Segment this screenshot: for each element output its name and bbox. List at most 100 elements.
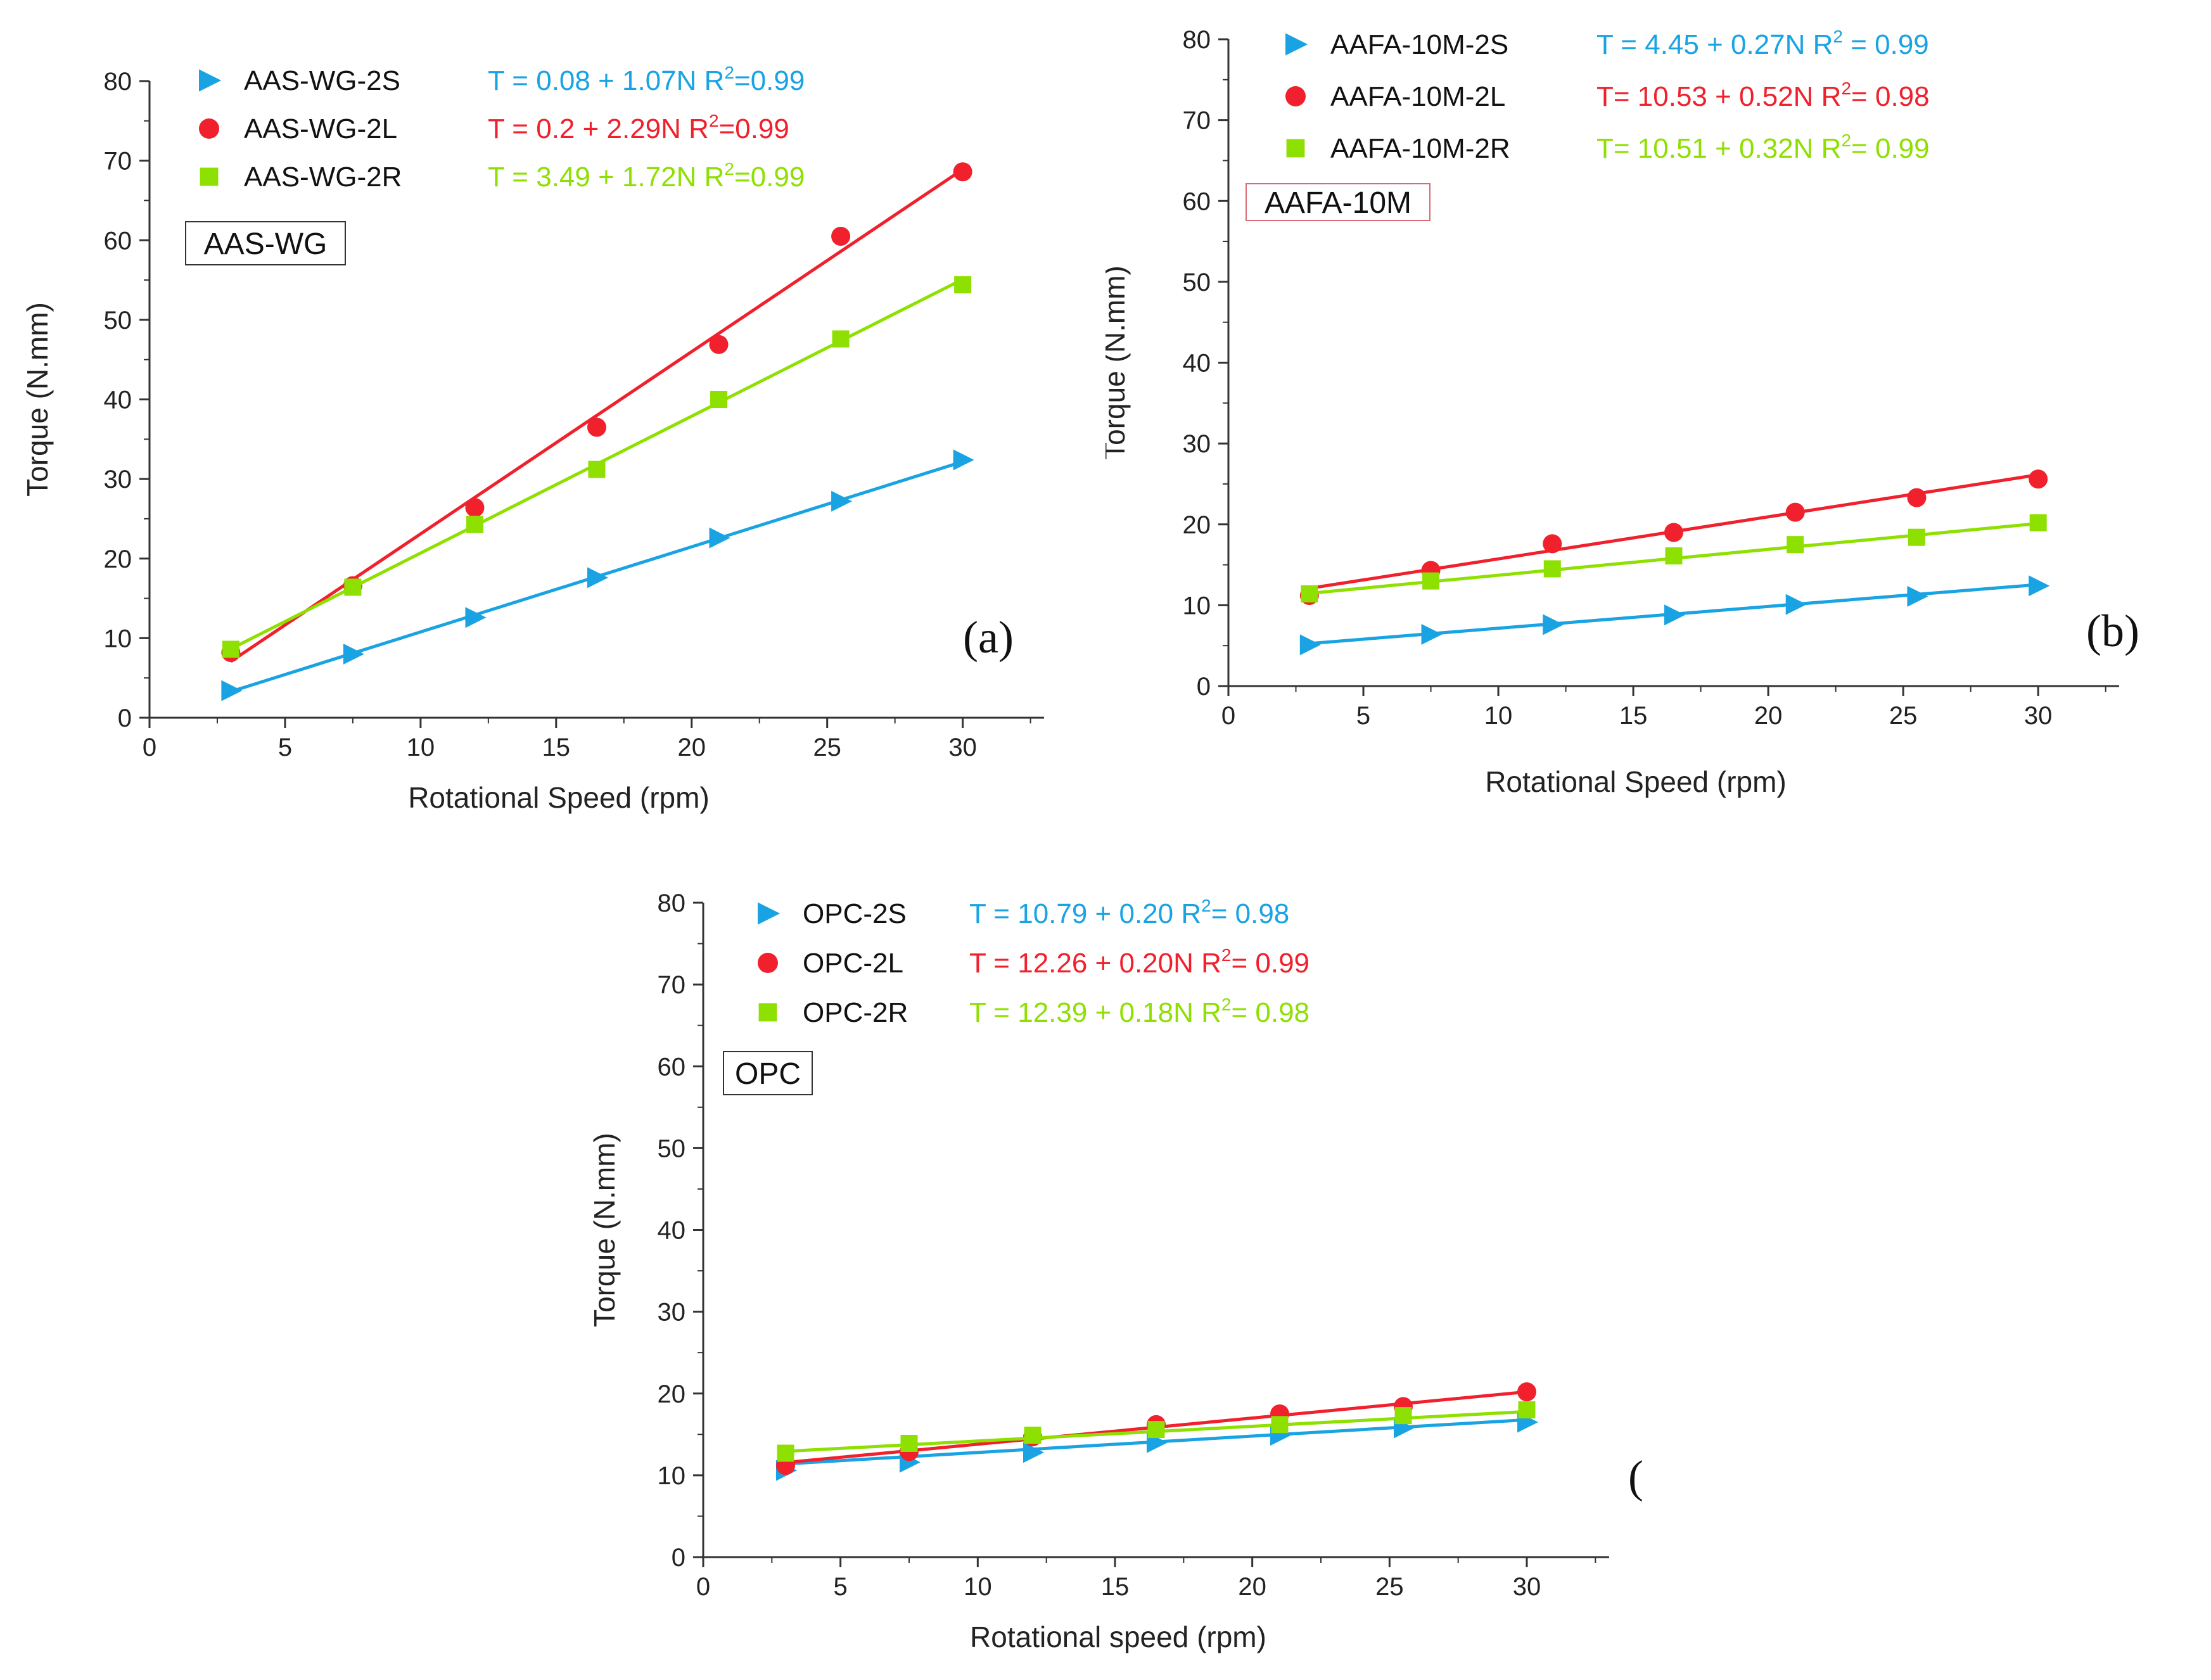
y-tick-label: 70 [1183,107,1211,135]
legend-equation: T = 0.2 + 2.29N R2=0.99 [488,111,789,144]
x-axis-label: Rotational Speed (rpm) [1485,765,1787,798]
y-tick-label: 20 [104,545,132,573]
data-point [1543,534,1562,554]
legend-equation: T = 12.26 + 0.20N R2= 0.99 [969,945,1309,979]
series-AAFA-10M-2S [1299,575,2050,656]
data-point [465,498,485,518]
chart-panel-c: 0 5 10 15 20 25 30 0 10 20 30 40 50 60 70 80 Rotational … [588,889,1679,1653]
y-tick-label: 80 [104,68,132,96]
legend-label: AAS-WG-2S [244,65,400,96]
data-point [588,461,606,478]
legend-marker [1285,86,1306,106]
x-tick-label: 10 [1484,702,1513,730]
data-point [1665,547,1683,565]
legend-entry: AAS-WG-2S T = 0.08 + 1.07N R2=0.99 [199,63,805,96]
data-point [1787,536,1804,554]
panel-a: 0 5 10 15 20 25 30 0 10 20 30 40 50 60 70 80 Rotational … [0,0,1106,843]
x-tick-label: 5 [1356,702,1370,730]
legend-marker [1286,139,1305,158]
y-axis-label: Torque (N.mm) [21,302,54,497]
data-point [900,1435,918,1453]
x-tick-label: 20 [1754,702,1783,730]
y-axis-label: Torque (N.mm) [1106,265,1131,460]
legend-marker [758,902,781,925]
data-point [953,449,974,471]
series-AAS-WG-2S [221,449,974,701]
data-point [587,417,606,437]
data-point [832,330,850,348]
legend-label: AAS-WG-2L [244,113,397,144]
panel-box [1246,183,1430,221]
panel-box-label: OPC [735,1057,801,1091]
data-point [344,578,362,596]
x-tick-label: 15 [1619,702,1648,730]
y-tick-label: 40 [104,386,132,414]
legend-entry: AAS-WG-2L T = 0.2 + 2.29N R2=0.99 [199,111,789,144]
data-point [1543,614,1564,635]
data-point [1301,585,1318,603]
x-tick-label: 0 [696,1573,710,1601]
y-tick-label: 30 [104,466,132,493]
legend-label: AAFA-10M-2R [1330,133,1510,164]
legend-marker [200,167,219,186]
panel-letter: (b) [2086,606,2139,656]
x-axis-label: Rotational speed (rpm) [970,1620,1266,1653]
series-AAFA-10M-2R [1301,514,2047,603]
y-tick-label: 80 [1183,26,1211,54]
panel-box-label: AAFA-10M [1265,186,1411,220]
data-point [1907,488,1927,507]
y-axis-label: Torque (N.mm) [588,1133,621,1327]
legend-label: OPC-2L [803,948,903,979]
x-tick-label: 30 [2024,702,2053,730]
x-tick-label: 25 [1375,1573,1404,1601]
data-point [831,226,851,246]
data-point [1299,634,1321,656]
data-point [1785,502,1805,522]
legend-marker [199,69,222,92]
x-tick-label: 0 [1221,702,1235,730]
data-point [587,567,608,589]
legend-equation: T = 4.45 + 0.27N R2 = 0.99 [1596,27,1929,60]
data-point [1147,1421,1165,1439]
data-point [709,334,729,354]
legend-marker [199,118,219,139]
x-tick-label: 25 [813,734,841,761]
legend-marker [758,953,778,973]
x-tick-label: 5 [834,1573,848,1601]
legend-label: OPC-2S [803,898,907,929]
legend-entry: OPC-2S T = 10.79 + 0.20 R2= 0.98 [758,896,1289,929]
data-point [343,644,364,665]
legend-equation: T= 10.53 + 0.52N R2= 0.98 [1596,79,1930,112]
x-tick-label: 10 [964,1573,992,1601]
data-point [1422,572,1440,590]
data-point [222,640,239,658]
legend-label: AAFA-10M-2L [1330,81,1505,112]
y-tick-label: 0 [118,704,132,732]
data-point [2029,469,2048,489]
y-tick-label: 40 [658,1217,686,1245]
data-point [1517,1382,1536,1402]
x-tick-label: 25 [1889,702,1918,730]
legend-label: AAFA-10M-2S [1330,29,1508,60]
data-point [1271,1416,1289,1434]
series-AAS-WG-2R [222,276,972,658]
legend-entry: OPC-2R T = 12.39 + 0.18N R2= 0.98 [758,995,1309,1028]
data-point [1421,623,1443,645]
x-tick-label: 15 [542,734,571,761]
legend-equation: T = 3.49 + 1.72N R2=0.99 [488,159,805,193]
data-point [1664,523,1683,542]
legend-equation: T= 10.51 + 0.32N R2= 0.99 [1596,130,1930,164]
legend-entry: AAFA-10M-2S T = 4.45 + 0.27N R2 = 0.99 [1285,27,1929,60]
legend-label: AAS-WG-2R [244,162,402,193]
x-tick-label: 20 [1238,1573,1266,1601]
data-point [465,607,487,628]
series-OPC-2R [777,1401,1536,1462]
legend-equation: T = 0.08 + 1.07N R2=0.99 [488,63,805,96]
x-tick-label: 30 [948,734,977,761]
data-point [466,516,483,533]
data-point [777,1444,794,1462]
data-point [1394,1407,1412,1425]
data-point [1785,594,1807,615]
x-tick-label: 15 [1101,1573,1130,1601]
data-point [1023,1442,1044,1463]
